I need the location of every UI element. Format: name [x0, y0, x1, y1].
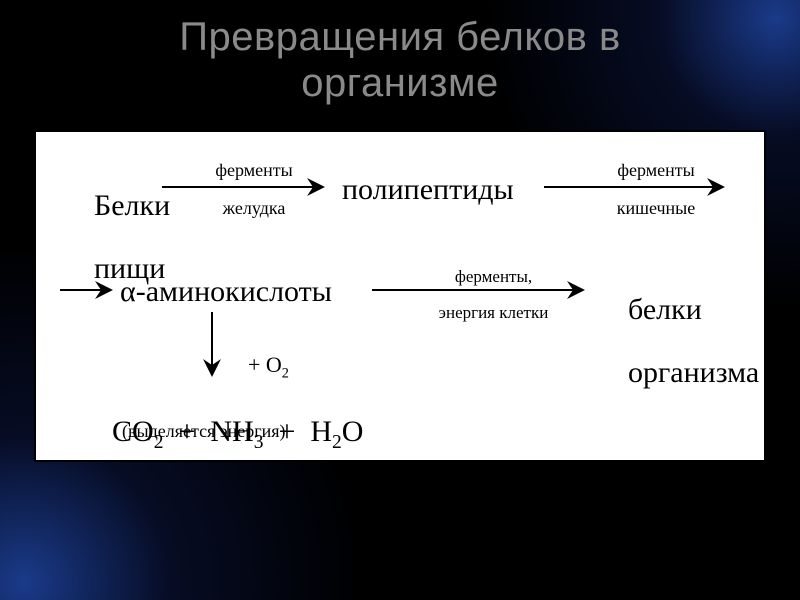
stomach-l1: ферменты — [215, 160, 292, 180]
cell-l2: энергия клетки — [439, 303, 549, 322]
plus-o2-txt: + O — [248, 352, 282, 377]
label-stomach-enzymes: ферменты желудка — [190, 142, 300, 236]
node-polypeptides: полипептиды — [342, 174, 514, 206]
body-l2: организма — [628, 356, 759, 389]
body-l1: белки — [628, 293, 702, 326]
label-cell-enzymes: ферменты, энергия клетки — [410, 250, 560, 339]
h2o-o: O — [342, 415, 364, 448]
diagram-panel: Белки пищи ферменты желудка полипептиды … — [34, 130, 766, 462]
title-line-1: Превращения белков в — [179, 15, 620, 59]
plus-o2-sub: 2 — [282, 365, 289, 381]
slide-title: Превращения белков в организме — [0, 14, 800, 106]
label-energy-note: (выделяется энергия) — [122, 422, 285, 441]
intestinal-l1: ферменты — [617, 160, 694, 180]
title-line-2: организме — [301, 61, 498, 105]
intestinal-l2: кишечные — [617, 198, 696, 218]
stomach-l2: желудка — [223, 198, 286, 218]
node-alpha-amino: α-аминокислоты — [120, 276, 332, 308]
label-intestinal-enzymes: ферменты кишечные — [592, 142, 702, 236]
node-body-proteins: белки организма — [598, 262, 759, 420]
h2o-h: H — [310, 415, 332, 448]
h2o-sub: 2 — [332, 432, 342, 453]
cell-l1: ферменты, — [455, 267, 532, 286]
food-proteins-l1: Белки — [94, 189, 170, 222]
